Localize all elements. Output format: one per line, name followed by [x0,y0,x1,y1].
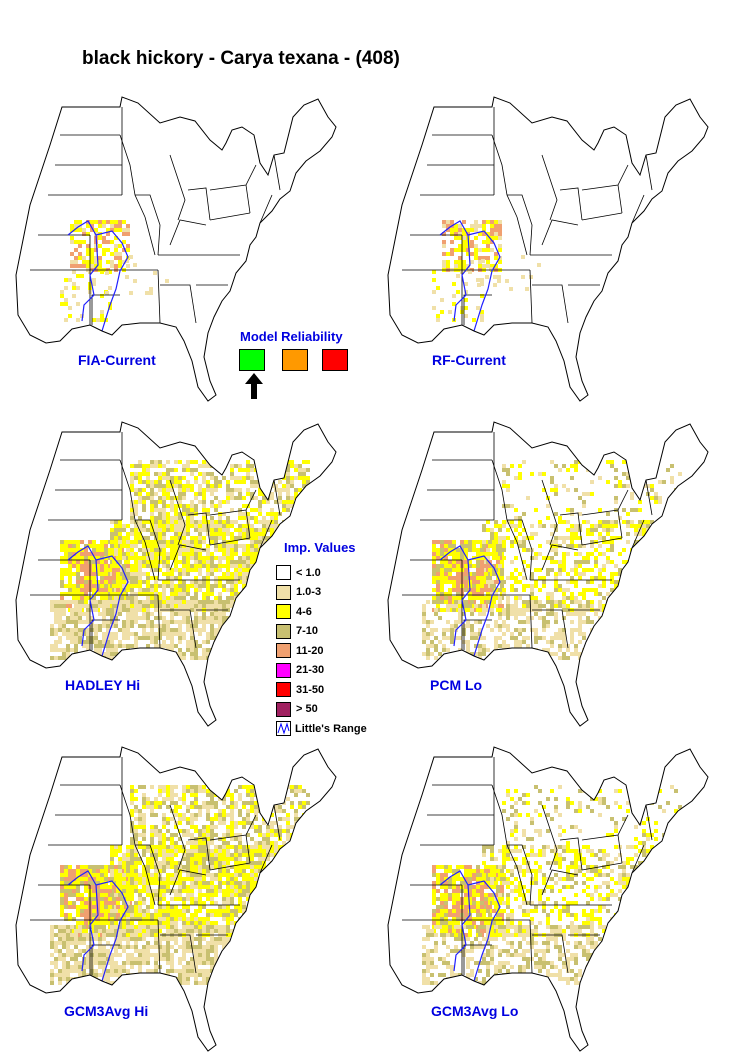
arrow-up-icon [245,373,263,399]
legend-label: > 50 [296,703,318,716]
legend-swatch [276,662,291,678]
map-label-5: GCM3Avg Hi [64,1003,149,1019]
map-2 [382,95,722,405]
legend-row: 7-10 [276,622,367,642]
model-reliability-title: Model Reliability [240,329,343,344]
map-label-2: RF-Current [432,352,506,368]
legend-label: < 1.0 [296,566,321,579]
map-5 [10,745,350,1055]
range-icon [276,721,291,737]
map-label-6: GCM3Avg Lo [431,1003,519,1019]
legend-swatch [276,604,291,620]
legend-label: 1.0-3 [296,586,322,599]
reliability-medium-swatch [282,349,308,371]
page-title: black hickory - Carya texana - (408) [82,48,400,69]
legend-row: < 1.0 [276,563,367,583]
legend-swatch [276,643,291,659]
legend-label-range: Little's Range [295,722,367,735]
map-label-4: PCM Lo [430,677,483,693]
legend-row-range: Little's Range [276,719,367,739]
map-4 [382,420,722,730]
legend-swatch [276,584,291,600]
legend-label: 31-50 [296,683,325,696]
legend: Imp. Values < 1.0 1.0-3 4-6 7-10 11-20 21-30 3… [276,540,367,739]
legend-label: 7-10 [296,625,319,638]
legend-label: 21-30 [296,664,325,677]
legend-row: 1.0-3 [276,583,367,603]
legend-label: 11-20 [296,644,324,657]
legend-swatch [276,623,291,639]
legend-row: > 50 [276,700,367,720]
map-3 [10,420,350,730]
legend-row: 21-30 [276,661,367,681]
map-label-1: FIA-Current [78,352,156,368]
map-6 [382,745,722,1055]
legend-label: 4-6 [296,605,312,618]
map-1 [10,95,350,405]
legend-swatch [276,701,291,717]
legend-row: 11-20 [276,641,367,661]
map-label-3: HADLEY Hi [65,677,141,693]
reliability-low-swatch [322,349,348,371]
legend-title: Imp. Values [284,540,356,555]
reliability-high-swatch [239,349,265,371]
legend-swatch [276,565,291,581]
legend-row: 31-50 [276,680,367,700]
legend-row: 4-6 [276,602,367,622]
legend-swatch [276,682,291,698]
